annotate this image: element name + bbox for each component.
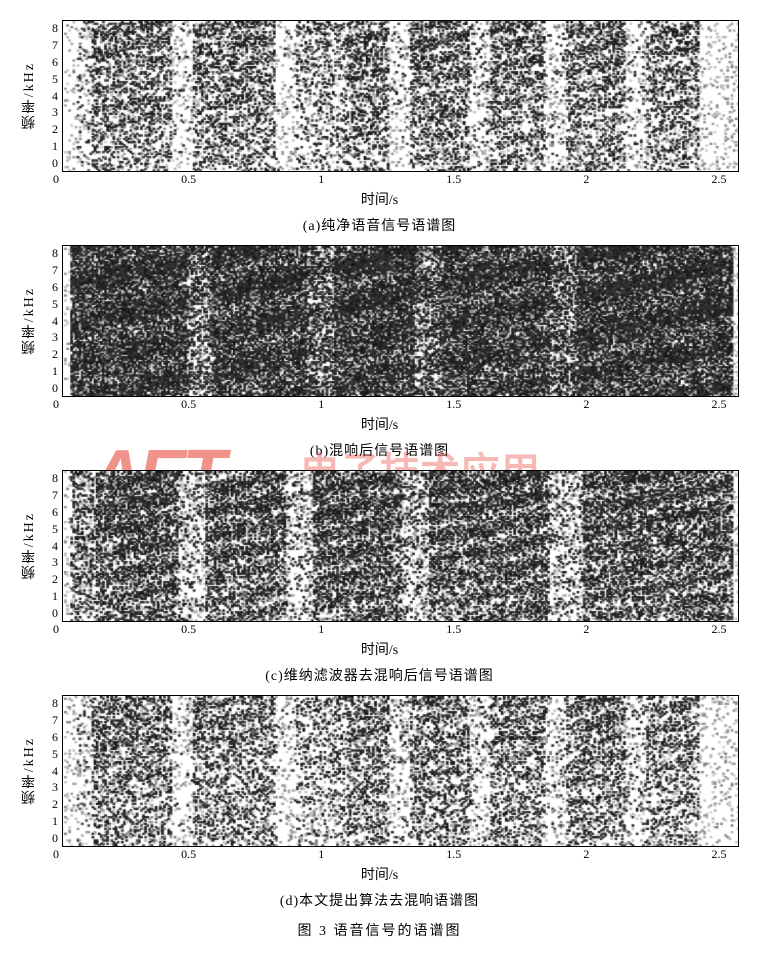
x-tick: 1: [311, 847, 331, 862]
x-tick: 0.5: [179, 397, 199, 412]
spectrogram-canvas: [63, 21, 738, 171]
y-axis-label: 频率/kHz: [20, 737, 40, 804]
y-tick: 1: [44, 589, 58, 604]
x-tick: 1: [311, 397, 331, 412]
y-tick: 3: [44, 555, 58, 570]
x-axis-label: 时间/s: [20, 414, 739, 434]
y-tick: 0: [44, 831, 58, 846]
plot-area: [62, 245, 739, 397]
y-tick: 4: [44, 539, 58, 554]
x-tick: 2.5: [709, 622, 729, 637]
x-tick: 1: [311, 172, 331, 187]
figure-3: 频率/kHz87654321000.511.522.5时间/s(a)纯净语音信号…: [20, 20, 739, 940]
y-tick: 3: [44, 105, 58, 120]
y-tick: 2: [44, 572, 58, 587]
spectrogram-panel-d: 频率/kHz 8 7 6 5 43 2 1 00 0.5 1 1.5 2 2.5 时间/s (d)本文提出算法…: [20, 695, 739, 910]
plot-area: [62, 20, 739, 172]
y-tick: 7: [44, 38, 58, 53]
x-tick: 2.5: [709, 397, 729, 412]
y-tick: 4: [44, 89, 58, 104]
x-tick: 2.5: [709, 172, 729, 187]
y-tick: 1: [44, 814, 58, 829]
y-tick: 0: [44, 156, 58, 171]
y-tick: 5: [44, 747, 58, 762]
y-tick: 8: [44, 696, 58, 711]
y-tick: 2: [44, 122, 58, 137]
y-tick: 4: [44, 314, 58, 329]
y-ticks: 8 7 6 5 43 2 1 0: [44, 471, 62, 621]
x-tick: 2.5: [709, 847, 729, 862]
panel-subcaption: (c)维纳滤波器去混响后信号语谱图: [20, 665, 739, 685]
panel-subcaption: (b)混响后信号语谱图: [20, 440, 739, 460]
y-tick: 4: [44, 764, 58, 779]
y-tick: 2: [44, 797, 58, 812]
x-ticks: 00.511.522.5: [56, 397, 739, 412]
x-tick: 0.5: [179, 172, 199, 187]
y-tick: 7: [44, 263, 58, 278]
x-tick: 2: [576, 622, 596, 637]
x-axis-label: 时间/s: [20, 864, 739, 884]
x-ticks: 00.511.522.5: [56, 172, 739, 187]
x-tick: 1.5: [444, 622, 464, 637]
figure-caption: 图 3 语音信号的语谱图: [20, 920, 739, 940]
x-tick: 0: [46, 622, 66, 637]
plot-area: [62, 695, 739, 847]
spectrogram-canvas: [63, 246, 738, 396]
x-tick: 0: [46, 847, 66, 862]
x-tick: 1.5: [444, 172, 464, 187]
y-tick: 5: [44, 297, 58, 312]
panel-subcaption: (d)本文提出算法去混响语谱图: [20, 890, 739, 910]
y-tick: 0: [44, 606, 58, 621]
x-tick: 0.5: [179, 847, 199, 862]
x-tick: 1.5: [444, 397, 464, 412]
y-tick: 5: [44, 72, 58, 87]
spectrogram-panel-b: 频率/kHz 8 7 6 5 43 2 1 00 0.5 1 1.5 2 2.5 时间/s (b)混响后信号语…: [20, 245, 739, 460]
x-tick: 0.5: [179, 622, 199, 637]
y-tick: 6: [44, 730, 58, 745]
y-tick: 3: [44, 780, 58, 795]
x-tick: 2: [576, 847, 596, 862]
y-tick: 6: [44, 280, 58, 295]
x-tick: 0: [46, 397, 66, 412]
y-tick: 1: [44, 364, 58, 379]
spectrogram-panel-c: 频率/kHz 8 7 6 5 43 2 1 00 0.5 1 1.5 2 2.5 时间/s (c)维纳滤波器去…: [20, 470, 739, 685]
x-tick: 1: [311, 622, 331, 637]
y-ticks: 8 7 6 5 43 2 1 0: [44, 21, 62, 171]
x-axis-label: 时间/s: [20, 639, 739, 659]
y-tick: 0: [44, 381, 58, 396]
y-ticks: 8 7 6 5 43 2 1 0: [44, 246, 62, 396]
x-axis-label: 时间/s: [20, 189, 739, 209]
y-tick: 6: [44, 505, 58, 520]
y-tick: 8: [44, 471, 58, 486]
y-axis-label: 频率/kHz: [20, 62, 40, 129]
y-axis-label: 频率/kHz: [20, 512, 40, 579]
y-tick: 7: [44, 713, 58, 728]
x-tick: 1.5: [444, 847, 464, 862]
y-tick: 5: [44, 522, 58, 537]
spectrogram-canvas: [63, 696, 738, 846]
y-axis-label: 频率/kHz: [20, 287, 40, 354]
y-tick: 2: [44, 347, 58, 362]
y-tick: 3: [44, 330, 58, 345]
y-tick: 8: [44, 246, 58, 261]
x-tick: 2: [576, 397, 596, 412]
x-ticks: 00.511.522.5: [56, 847, 739, 862]
plot-area: [62, 470, 739, 622]
y-tick: 7: [44, 488, 58, 503]
x-tick: 0: [46, 172, 66, 187]
y-tick: 1: [44, 139, 58, 154]
y-tick: 8: [44, 21, 58, 36]
x-ticks: 00.511.522.5: [56, 622, 739, 637]
spectrogram-panel-a: 频率/kHz 8 7 6 5 43 2 1 00 0.5 1 1.5 2 2.5 时间/s (a)纯净语音信号…: [20, 20, 739, 235]
spectrogram-canvas: [63, 471, 738, 621]
x-tick: 2: [576, 172, 596, 187]
y-tick: 6: [44, 55, 58, 70]
y-ticks: 8 7 6 5 43 2 1 0: [44, 696, 62, 846]
panel-subcaption: (a)纯净语音信号语谱图: [20, 215, 739, 235]
